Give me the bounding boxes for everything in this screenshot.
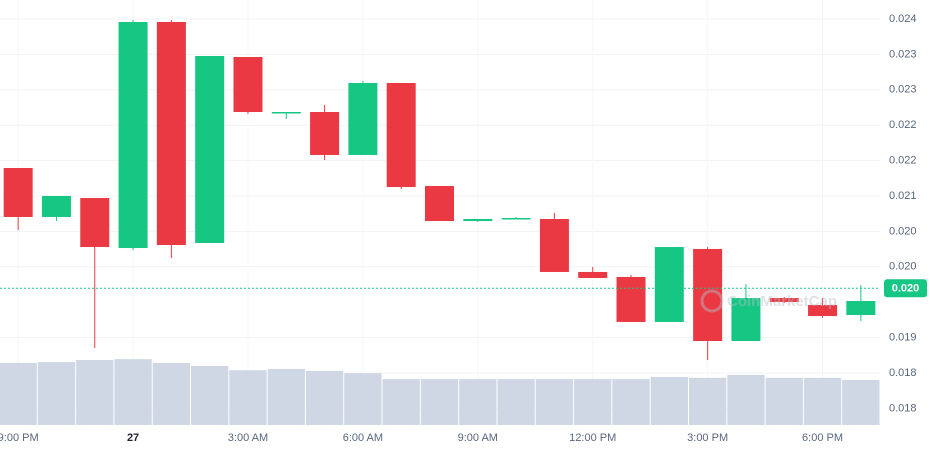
candle-body xyxy=(578,271,608,278)
watermark: CoinMarketCap xyxy=(700,289,837,313)
volume-bar xyxy=(535,379,574,425)
candle-body xyxy=(693,248,723,341)
candle-body xyxy=(769,298,799,303)
y-tick-label: 0.019 xyxy=(889,331,917,343)
x-tick-label: 6:00 AM xyxy=(343,432,383,444)
candle-body xyxy=(195,56,225,244)
volume-bar xyxy=(114,359,152,425)
volume-bar xyxy=(497,379,535,425)
candle-body xyxy=(41,196,71,217)
volume-bar xyxy=(76,359,114,425)
volume-bar xyxy=(612,379,650,425)
volume-bar xyxy=(420,379,459,425)
y-tick-label: 0.023 xyxy=(889,84,917,96)
y-tick-label: 0.022 xyxy=(889,119,917,131)
volume-bar xyxy=(803,377,842,425)
volume-bar xyxy=(574,379,612,425)
x-tick-label: 3:00 PM xyxy=(687,432,728,444)
volume-bar xyxy=(305,371,344,425)
candle-body xyxy=(386,82,416,188)
candle-body xyxy=(501,217,531,220)
candle-body xyxy=(846,300,876,316)
volume-bar xyxy=(765,377,803,425)
candle-body xyxy=(310,112,340,155)
candle-body xyxy=(80,198,110,248)
x-tick-label: 9:00 PM xyxy=(0,432,39,444)
candle-body xyxy=(3,168,33,217)
volume-bar xyxy=(152,362,191,425)
volume-bar xyxy=(0,362,37,425)
volume-bar xyxy=(382,379,420,425)
volume-bar xyxy=(37,362,76,425)
y-tick-label: 0.020 xyxy=(889,225,917,237)
x-tick-label: 12:00 PM xyxy=(569,432,616,444)
candle-body xyxy=(616,276,646,322)
candle-body xyxy=(808,304,838,317)
volume-bar xyxy=(344,373,382,425)
volume-bar xyxy=(842,379,880,425)
candle-body xyxy=(156,21,186,245)
y-tick-label: 0.018 xyxy=(889,402,917,414)
volume-bar xyxy=(727,374,765,425)
candle-body xyxy=(233,57,263,113)
candle-body xyxy=(271,112,301,114)
y-tick-label: 0.021 xyxy=(889,190,917,202)
watermark-text: CoinMarketCap xyxy=(727,293,837,310)
volume-bar xyxy=(267,368,305,425)
y-tick-label: 0.023 xyxy=(889,48,917,60)
x-tick-label: 6:00 PM xyxy=(802,432,843,444)
candle-body xyxy=(463,219,493,222)
current-price-label: 0.020 xyxy=(892,283,920,295)
candle-body xyxy=(425,186,454,222)
candle-body xyxy=(731,298,761,341)
y-tick-label: 0.024 xyxy=(889,13,917,25)
x-tick-label: 27 xyxy=(127,432,139,444)
volume-bar xyxy=(650,376,688,425)
x-tick-label: 3:00 AM xyxy=(228,432,268,444)
watermark-logo xyxy=(700,289,724,313)
current-price-badge xyxy=(884,279,927,298)
plot-layer xyxy=(0,18,880,425)
y-tick-label: 0.022 xyxy=(889,155,917,167)
candle-body xyxy=(539,219,569,272)
candle-body xyxy=(348,82,378,155)
y-tick-label: 0.020 xyxy=(889,261,917,273)
candle-body xyxy=(118,21,148,249)
volume-bar xyxy=(229,370,267,425)
candle-body xyxy=(654,247,684,322)
x-tick-label: 9:00 AM xyxy=(458,432,498,444)
volume-bar xyxy=(688,377,727,425)
y-tick-label: 0.018 xyxy=(889,367,917,379)
volume-bar xyxy=(191,365,229,425)
volume-bar xyxy=(459,379,497,425)
